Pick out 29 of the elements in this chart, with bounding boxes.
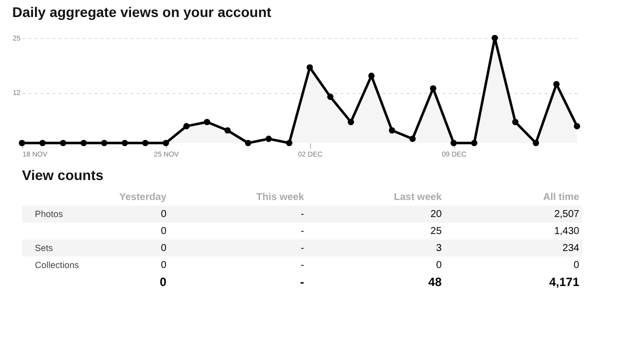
text: - xyxy=(300,226,304,238)
text: 234 xyxy=(562,242,580,254)
text: 3 xyxy=(436,242,442,254)
text: 0 xyxy=(160,274,166,289)
text: 2,507 xyxy=(554,209,580,220)
category-label: Collections xyxy=(34,260,79,270)
text: 0 xyxy=(436,260,442,271)
text: - xyxy=(300,260,304,271)
category-label: Yesterday xyxy=(119,192,167,204)
category-label: Sets xyxy=(34,242,53,253)
text: View counts xyxy=(22,167,104,183)
text: 0 xyxy=(160,209,166,220)
text: 0 xyxy=(574,260,580,271)
text: 4,171 xyxy=(549,274,580,289)
text: 0 xyxy=(160,260,166,271)
chart-title: Daily aggregate views on your account xyxy=(12,4,272,20)
text: 20 xyxy=(430,209,442,220)
text: 1,430 xyxy=(554,226,580,238)
category-label: Last week xyxy=(394,192,442,204)
text: - xyxy=(300,274,304,289)
text: 0 xyxy=(160,226,166,238)
text: 0 xyxy=(160,242,166,254)
text: - xyxy=(300,242,304,254)
category-label: All time xyxy=(543,192,580,204)
text: 48 xyxy=(428,274,442,289)
category-label: Photos xyxy=(34,209,63,220)
text: - xyxy=(300,209,304,220)
category-label: This week xyxy=(256,192,304,204)
text: 25 xyxy=(430,226,442,238)
